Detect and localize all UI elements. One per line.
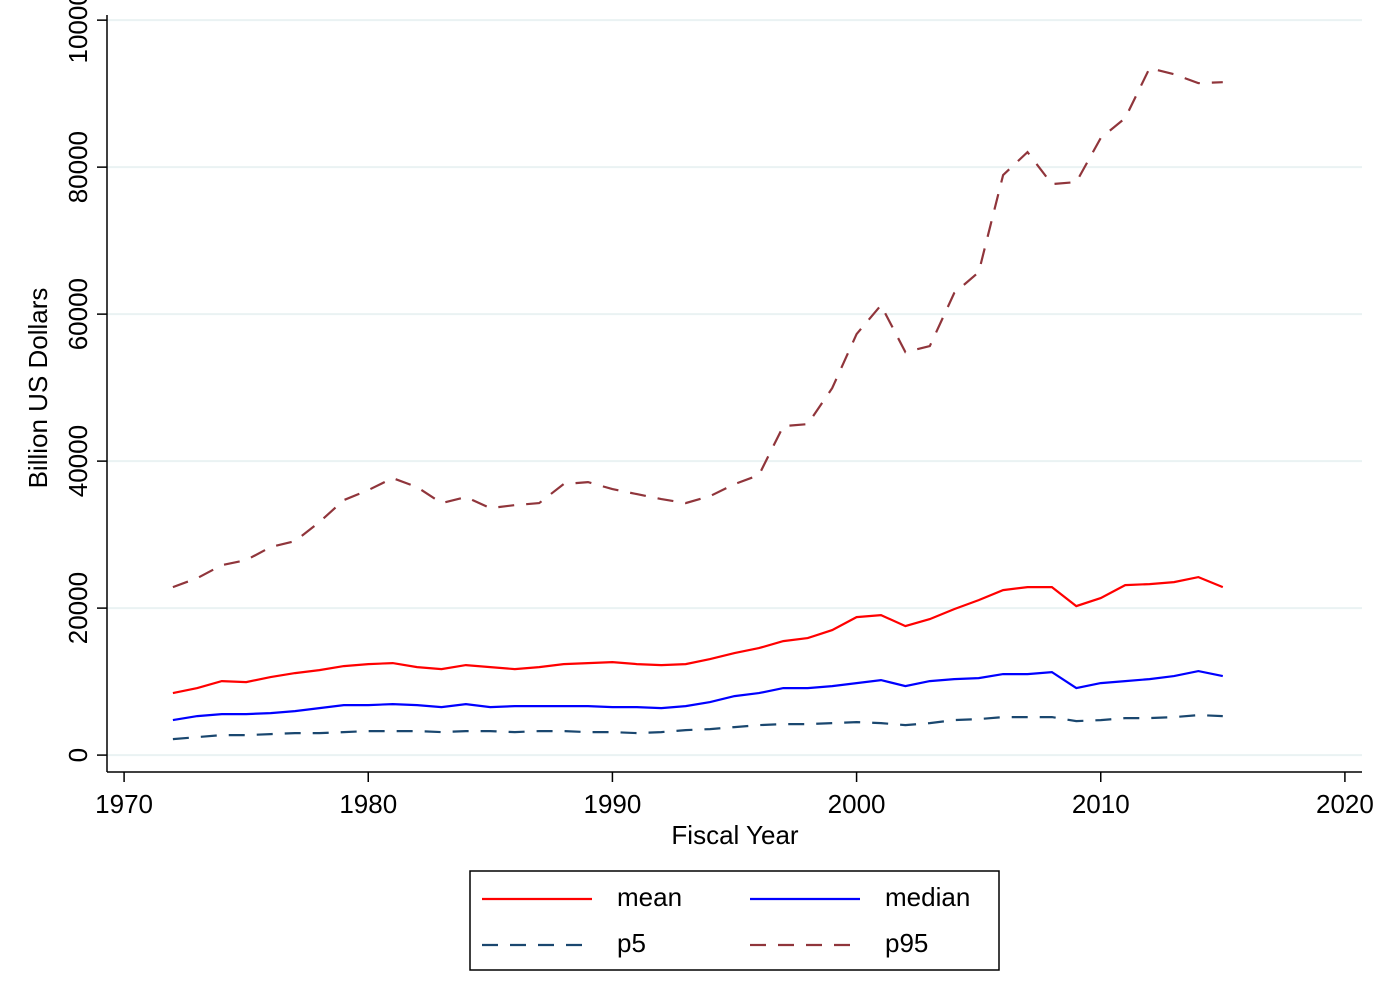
- legend-label: p95: [885, 928, 928, 958]
- legend-label: p5: [617, 928, 646, 958]
- series-line: [172, 713, 1223, 741]
- legend-box: [469, 870, 1000, 971]
- y-axis-title: Billion US Dollars: [23, 288, 53, 489]
- legend-label: mean: [617, 882, 682, 912]
- y-tick-label: 40000: [63, 425, 93, 497]
- y-tick-label: 80000: [63, 131, 93, 203]
- series-line: [172, 575, 1224, 695]
- y-tick-label: 60000: [63, 278, 93, 350]
- series-line: [172, 66, 1223, 589]
- x-tick-label: 2000: [828, 789, 886, 819]
- y-tick-label: 100000: [63, 0, 93, 64]
- x-tick-label: 1980: [339, 789, 397, 819]
- x-axis-title: Fiscal Year: [671, 820, 799, 850]
- x-tick-label: 2010: [1072, 789, 1130, 819]
- y-tick-label: 0: [63, 748, 93, 762]
- x-tick-label: 1970: [95, 789, 153, 819]
- series-line: [172, 669, 1224, 722]
- legend-label: median: [885, 882, 970, 912]
- y-tick-label: 20000: [63, 572, 93, 644]
- x-tick-label: 2020: [1316, 789, 1374, 819]
- x-tick-label: 1990: [583, 789, 641, 819]
